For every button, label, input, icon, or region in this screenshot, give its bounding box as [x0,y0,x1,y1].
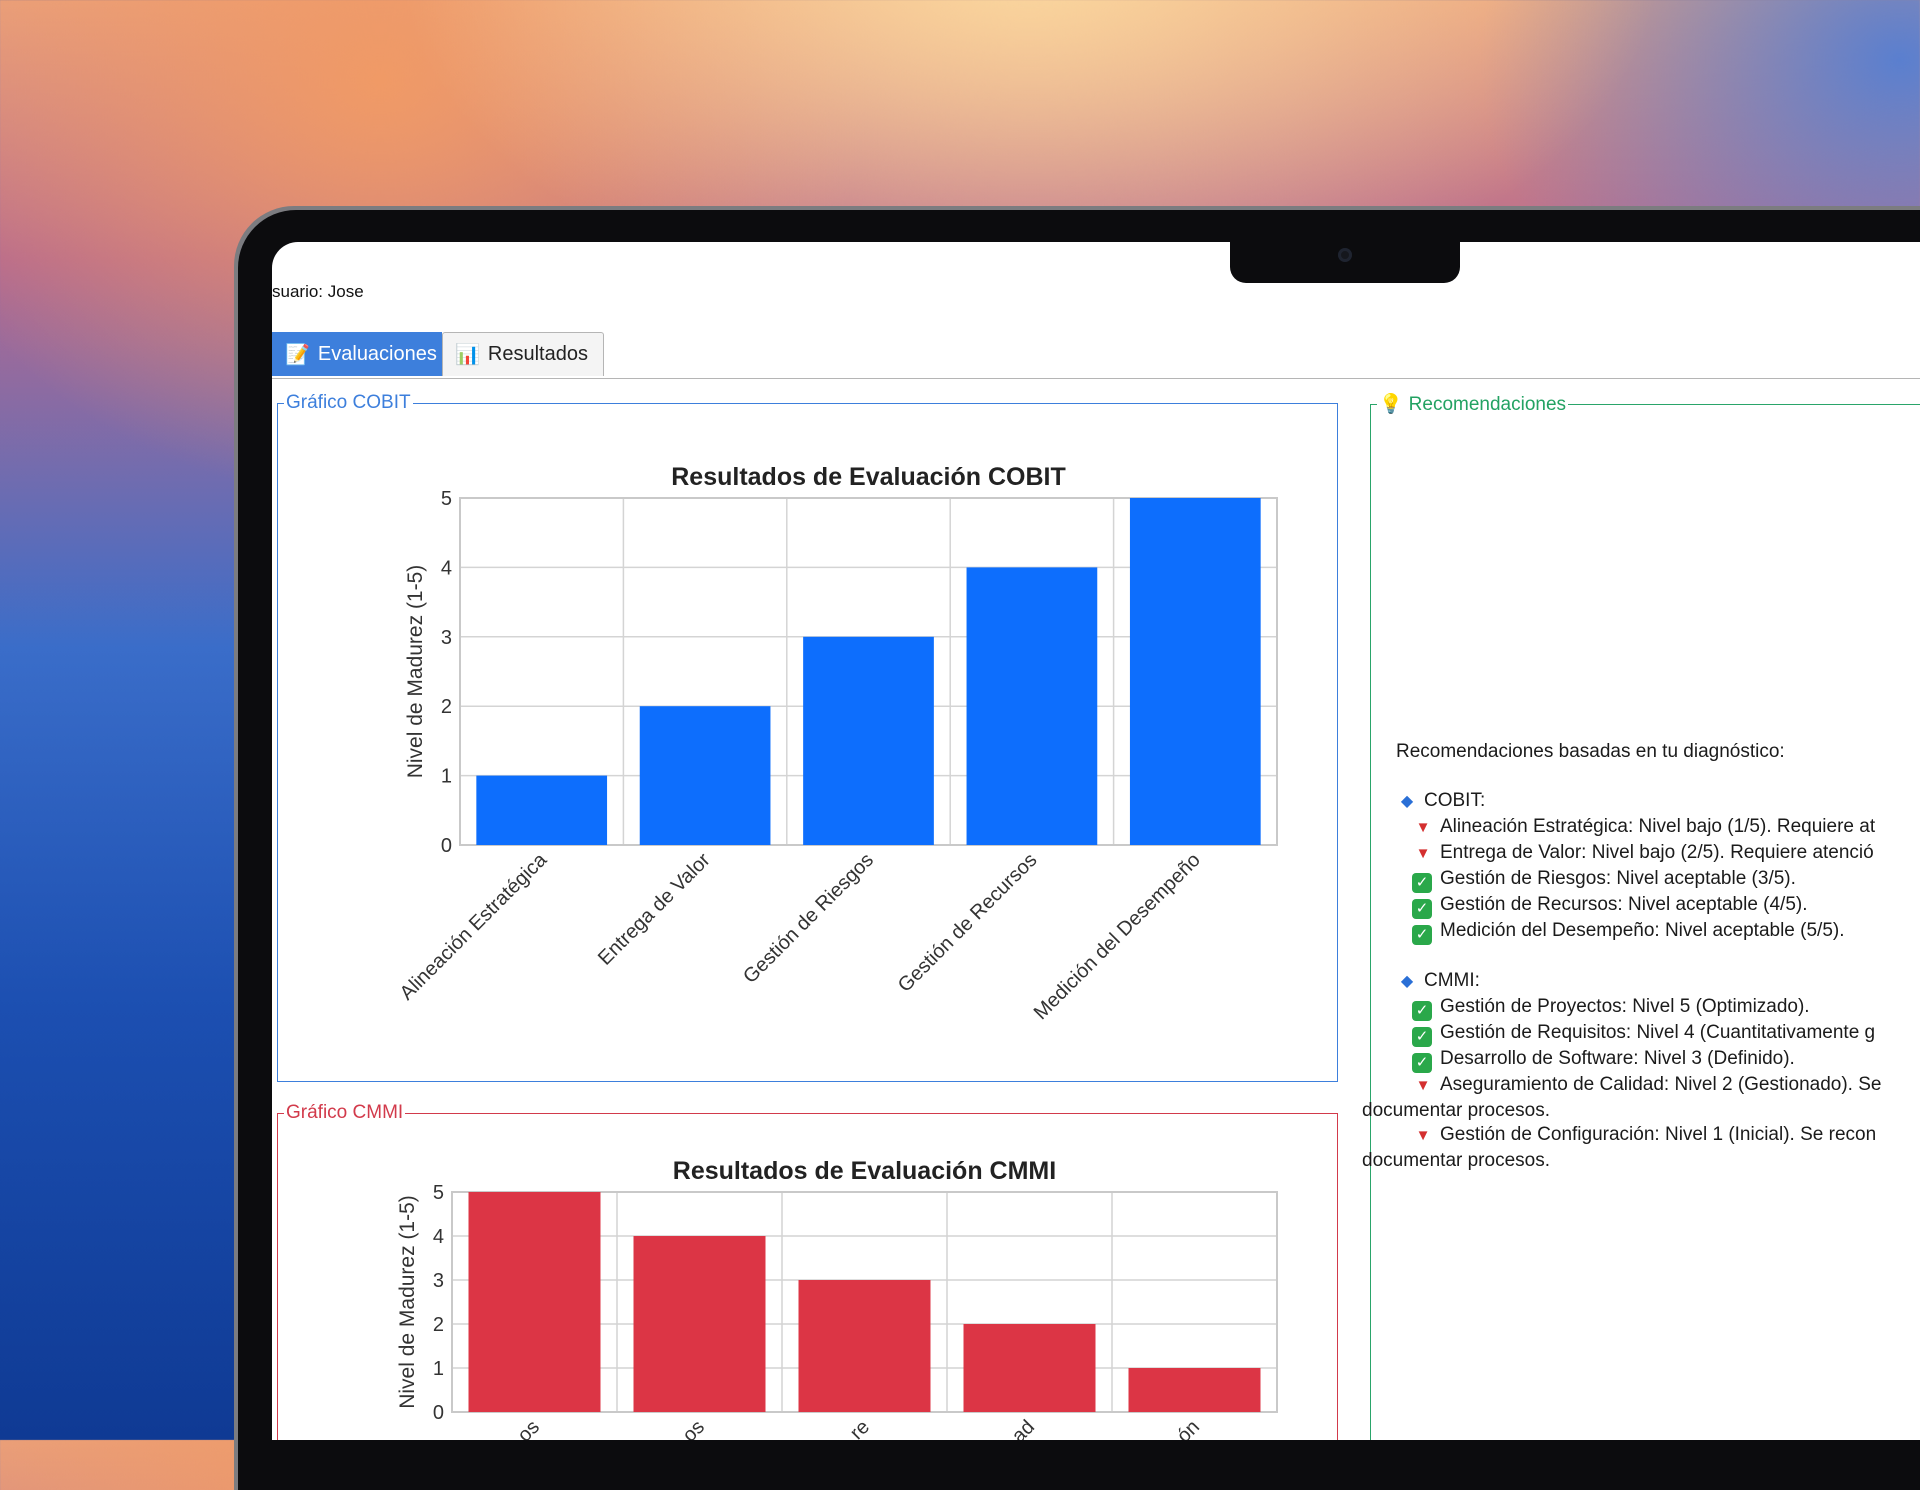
chart-title: Resultados de Evaluación CMMI [673,1157,1056,1185]
y-tick-label: 2 [441,696,452,718]
user-label: suario: Jose [272,282,364,301]
bar [798,1280,931,1412]
recommendations-text: Recomendaciones basadas en tu diagnóstic… [1362,740,1920,1174]
recommendation-item: ✓ Gestión de Recursos: Nivel aceptable (4… [1396,893,1920,919]
x-tick-label: …os [499,1416,544,1440]
tab-label: Evaluaciones [317,343,437,365]
x-tick-label: …re [832,1416,874,1440]
cmmi-group-title: Gráfico CMMI [286,1102,404,1123]
cmmi-header-text: CMMI: [1424,970,1480,992]
tab-label: Resultados [487,343,588,365]
recommendations-title: 💡 Recomendaciones [1377,392,1568,416]
recommendations-intro: Recomendaciones basadas en tu diagnóstic… [1396,741,1785,762]
recommendation-text: Aseguramiento de Calidad: Nivel 2 (Gesti… [1440,1073,1882,1095]
y-tick-label: 1 [441,766,452,788]
notepad-pencil-icon: 📝 [285,344,310,366]
camera-icon [1338,248,1352,262]
tab-evaluaciones[interactable]: 📝 Evaluaciones [272,332,442,376]
cmmi-bar-chart: Resultados de Evaluación CMMI 0 1 2 3 4 5 …os …o… [396,1157,1278,1440]
cobit-header-text: COBIT: [1424,790,1486,812]
y-tick-label: 0 [433,1402,444,1424]
check-mark-icon: ✓ [1412,1026,1432,1047]
recommendation-text: Gestión de Recursos: Nivel aceptable (4/… [1440,893,1808,915]
tab-bar: 📝 Evaluaciones 📊 Resultados [272,332,1920,379]
check-mark-icon: ✓ [1412,924,1432,945]
recommendation-item: ✓ Medición del Desempeño: Nivel aceptable… [1396,919,1920,945]
red-triangle-down-icon: ▼ [1415,819,1431,837]
recommendation-text: Gestión de Configuración: Nivel 1 (Inici… [1440,1124,1877,1146]
y-axis-label: Nivel de Madurez (1-5) [404,565,427,779]
tab-resultados[interactable]: 📊 Resultados [442,332,604,376]
red-triangle-down-icon: ▼ [1415,1076,1431,1094]
lightbulb-icon: 💡 [1379,394,1403,415]
bar [963,1324,1096,1412]
cobit-chart-group: Gráfico COBIT [277,392,1338,1082]
y-axis-label: Nivel de Madurez (1-5) [396,1195,419,1409]
x-tick-label: …os [664,1416,709,1440]
recommendations-group: 💡 Recomendaciones [1370,392,1920,1440]
recommendation-text: Medición del Desempeño: Nivel aceptable … [1440,919,1845,941]
cobit-recommendation-list: ▼ Alineación Estratégica: Nivel bajo (1/5… [1396,815,1920,945]
recommendation-text: Alineación Estratégica: Nivel bajo (1/5)… [1440,816,1876,838]
cmmi-section-header: ◆ CMMI: [1396,969,1920,995]
bar [1129,498,1261,845]
bar [468,1192,601,1412]
check-mark-icon: ✓ [1412,1052,1432,1073]
recommendation-item: ✓ Gestión de Proyectos: Nivel 5 (Optimiza… [1396,995,1920,1021]
cmmi-chart-group: Gráfico CMMI [277,1102,1338,1440]
recommendation-item: ▼ Entrega de Valor: Nivel bajo (2/5). Req… [1396,841,1920,867]
diamond-icon: ◆ [1400,793,1414,811]
cobit-group-title: Gráfico COBIT [286,392,411,413]
bar [633,1236,766,1412]
red-triangle-down-icon: ▼ [1415,844,1431,862]
y-tick-label: 0 [441,835,452,857]
y-tick-label: 4 [441,557,452,579]
x-tick-label: …ad [994,1416,1039,1440]
cmmi-recommendation-list: ✓ Gestión de Proyectos: Nivel 5 (Optimiza… [1362,995,1920,1174]
cobit-section-header: ◆ COBIT: [1396,789,1920,815]
chart-title: Resultados de Evaluación COBIT [671,463,1066,491]
bar [966,567,1098,845]
recommendation-item: ▼ Gestión de Configuración: Nivel 1 (Inic… [1396,1123,1920,1149]
y-tick-label: 3 [441,627,452,649]
y-tick-label: 2 [433,1314,444,1336]
bar [1128,1368,1261,1412]
y-tick-label: 3 [433,1270,444,1292]
check-mark-icon: ✓ [1412,872,1432,893]
recommendation-continuation: documentar procesos. [1362,1099,1550,1121]
check-mark-icon: ✓ [1412,1000,1432,1021]
recommendation-text: Gestión de Proyectos: Nivel 5 (Optimizad… [1440,995,1810,1017]
diamond-icon: ◆ [1400,973,1414,991]
recommendation-item: ▼ Alineación Estratégica: Nivel bajo (1/5… [1396,815,1920,841]
recommendation-item: ✓ Gestión de Riesgos: Nivel aceptable (3/… [1396,867,1920,893]
y-tick-label: 5 [433,1182,444,1204]
recommendation-item: ✓ Desarrollo de Software: Nivel 3 (Defini… [1396,1047,1920,1073]
recommendation-text: Desarrollo de Software: Nivel 3 (Definid… [1440,1047,1795,1069]
check-mark-icon: ✓ [1412,898,1432,919]
recommendation-text: Entrega de Valor: Nivel bajo (2/5). Requ… [1440,841,1874,863]
recommendation-item: ✓ Gestión de Requisitos: Nivel 4 (Cuantit… [1396,1021,1920,1047]
recommendation-text: Gestión de Riesgos: Nivel aceptable (3/5… [1440,867,1796,889]
y-tick-label: 1 [433,1358,444,1380]
recommendation-text: Gestión de Requisitos: Nivel 4 (Cuantita… [1440,1021,1876,1043]
x-tick-label: …ón [1159,1416,1204,1440]
recommendation-item: ▼ Aseguramiento de Calidad: Nivel 2 (Gest… [1396,1073,1920,1099]
recommendation-continuation: documentar procesos. [1362,1150,1550,1171]
app-window: suario: Jose 📝 Evaluaciones 📊 Resultados… [272,242,1920,1440]
bar-chart-icon: 📊 [455,344,480,366]
bar [639,706,771,845]
recommendations-title-text: Recomendaciones [1408,394,1567,415]
bar [476,775,608,845]
bar [803,636,934,845]
y-tick-label: 4 [433,1226,444,1248]
chart-group: Resultados de Evaluación CMMI 0 1 2 3 4 5 …os …o… [396,1157,1278,1440]
red-triangle-down-icon: ▼ [1415,1127,1431,1145]
y-tick-label: 5 [441,488,452,510]
